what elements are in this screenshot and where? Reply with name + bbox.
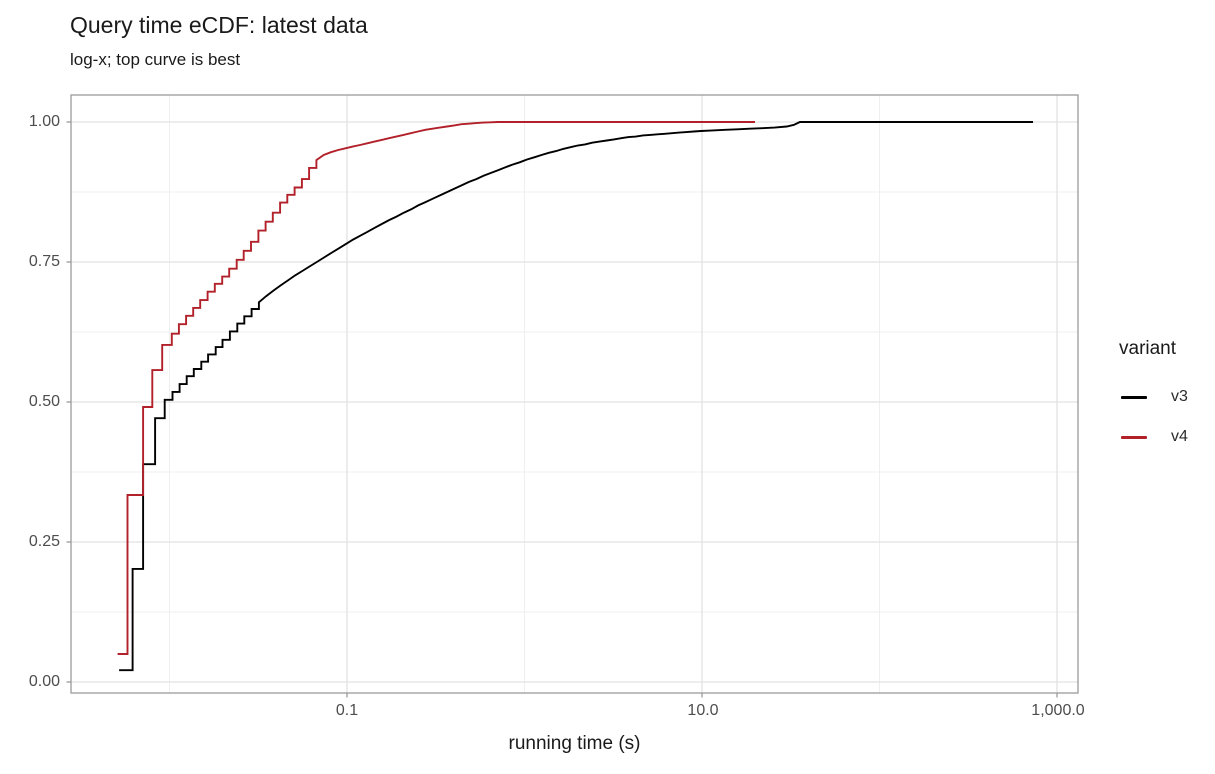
legend-label-v4: v4 — [1171, 428, 1188, 445]
x-axis-tick-label: 0.1 — [335, 702, 359, 719]
y-axis-tick-label: 0.25 — [28, 533, 60, 550]
legend-item-v3: v3 — [1121, 388, 1188, 406]
legend-item-v4: v4 — [1121, 428, 1188, 446]
legend-title: variant — [1119, 338, 1177, 359]
x-axis-title: running time (s) — [508, 733, 641, 754]
series-line-v3 — [119, 121, 1033, 672]
legend-label-v3: v3 — [1171, 388, 1188, 405]
x-axis-tick-label: 10.0 — [687, 702, 719, 719]
chart-subtitle: log-x; top curve is best — [70, 50, 241, 69]
y-axis-tick-label: 1.00 — [28, 113, 60, 130]
y-axis-tick-label: 0.50 — [28, 393, 60, 410]
legend-key-line-v4 — [1121, 435, 1147, 439]
legend-key-line-v3 — [1121, 395, 1147, 399]
y-axis-tick-label: 0.75 — [28, 253, 60, 270]
chart-title: Query time eCDF: latest data — [70, 12, 368, 38]
panel-border — [70, 94, 1079, 694]
series-line-v4 — [117, 121, 755, 655]
x-axis-tick-label: 1,000.0 — [1031, 702, 1085, 719]
y-axis-tick-label: 0.00 — [28, 673, 60, 690]
